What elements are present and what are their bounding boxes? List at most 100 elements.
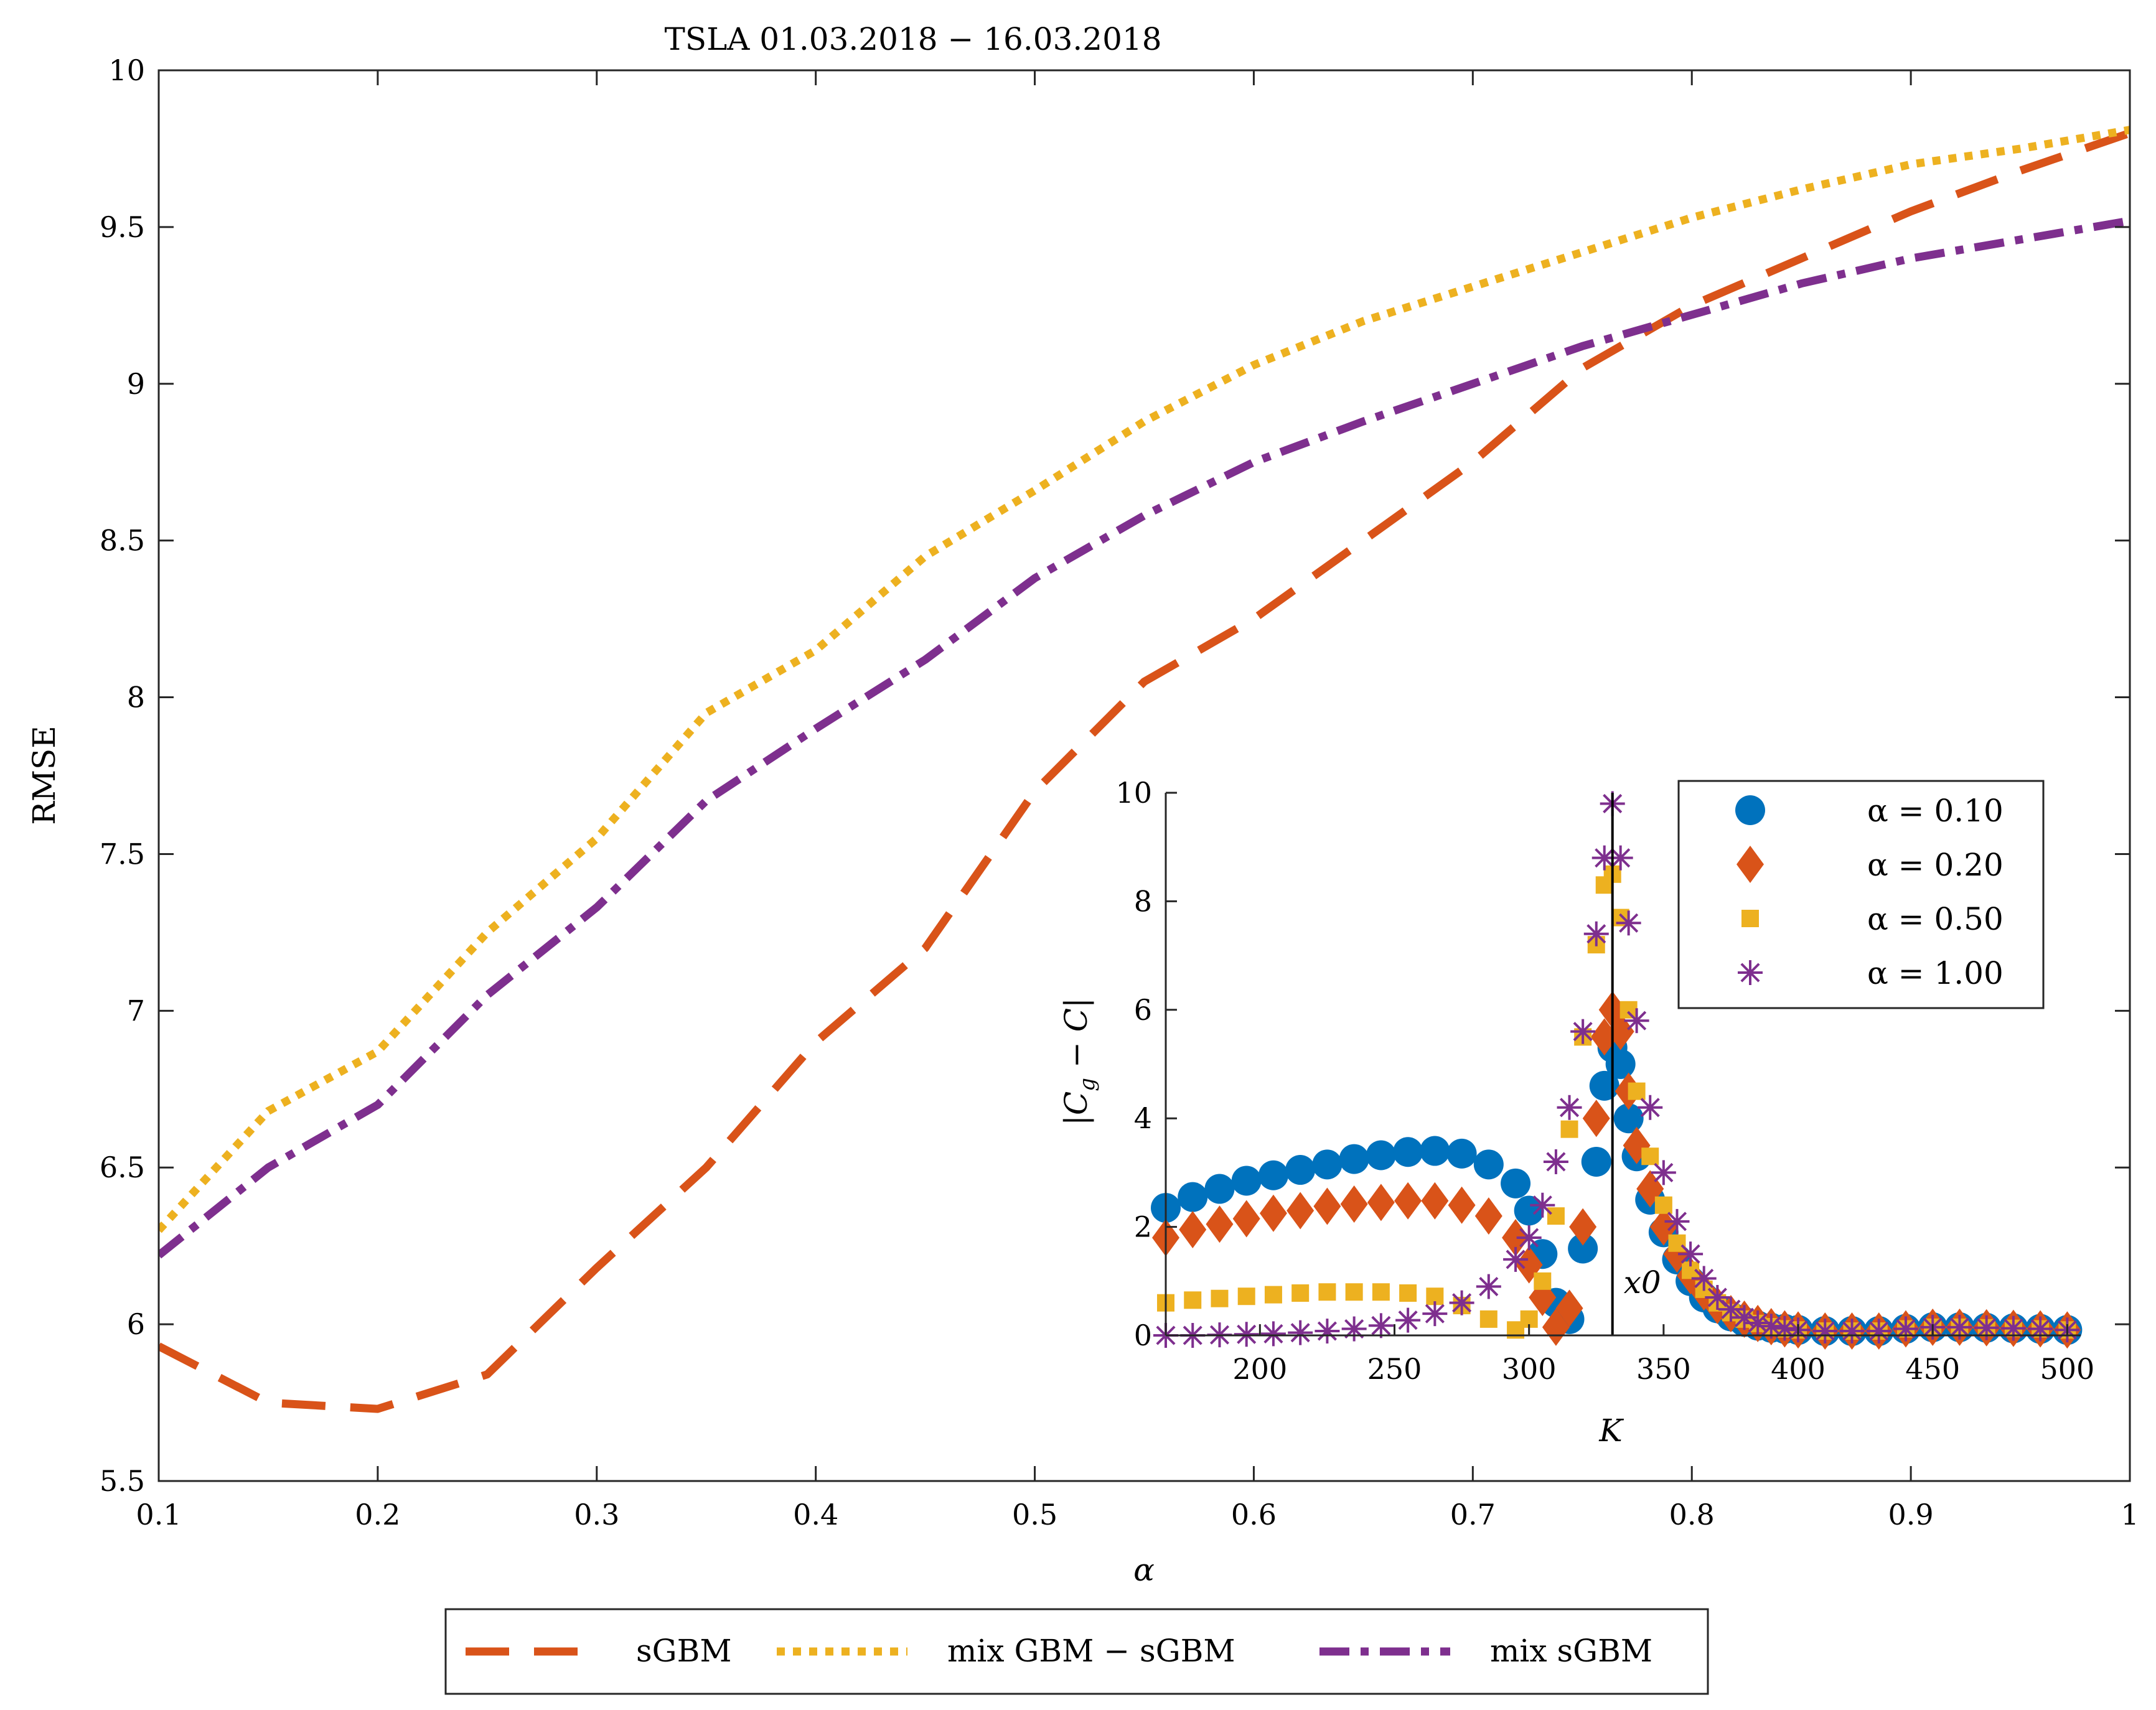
point-alpha-100	[1570, 1019, 1596, 1044]
point-alpha-100	[1772, 1315, 1797, 1341]
inset-y-axis-label: |Cg − C|	[1058, 997, 1100, 1126]
inset-chart: x0 200 250 300 350 400 450 500 0 2 4 6 8 10 K |Cg −…	[1058, 776, 2094, 1449]
point-alpha-100	[1947, 1314, 1972, 1340]
point-alpha-010	[1605, 1049, 1636, 1079]
point-alpha-020	[1340, 1185, 1368, 1223]
inset-legend-circle-marker	[1735, 795, 1765, 825]
point-alpha-050	[1668, 1234, 1686, 1252]
point-alpha-020	[1582, 1100, 1610, 1138]
main-plot-frame	[157, 69, 2131, 1482]
point-alpha-100	[1315, 1319, 1340, 1344]
main-y-tick-label: 9	[127, 367, 145, 401]
point-alpha-100	[1812, 1319, 1838, 1344]
inset-y-tick-label: 8	[1134, 884, 1152, 918]
point-alpha-020	[1179, 1210, 1207, 1248]
point-alpha-020	[1474, 1197, 1502, 1235]
main-y-tick-label: 7	[127, 994, 145, 1027]
point-alpha-100	[1288, 1320, 1313, 1345]
point-alpha-050	[1479, 1310, 1497, 1328]
main-series-group	[159, 126, 2130, 1413]
point-alpha-020	[1394, 1182, 1422, 1220]
point-alpha-010	[1339, 1144, 1369, 1174]
point-alpha-020	[1313, 1187, 1341, 1225]
point-alpha-020	[1206, 1205, 1234, 1243]
main-y-tick-label: 10	[108, 54, 145, 87]
inset-x-tick-label: 450	[1905, 1352, 1960, 1386]
main-chart: TSLA 01.03.2018 − 16.03.2018 0.1 0.2 0.3 0.…	[26, 21, 2139, 1588]
main-x-tick-label: 0.8	[1669, 1498, 1715, 1531]
point-alpha-050	[1560, 1120, 1578, 1138]
inset-x-axis: 200 250 300 350 400 450 500	[1232, 1324, 2094, 1386]
point-alpha-100	[1691, 1266, 1717, 1291]
point-alpha-100	[2028, 1316, 2053, 1342]
point-alpha-050	[1534, 1272, 1552, 1290]
main-chart-title: TSLA 01.03.2018 − 16.03.2018	[664, 21, 1161, 57]
point-alpha-050	[1264, 1286, 1282, 1304]
x0-reference-label: x0	[1624, 1264, 1661, 1301]
inset-legend-alpha-050: α = 0.50	[1867, 901, 2004, 937]
point-alpha-020	[1502, 1219, 1530, 1257]
point-alpha-100	[1758, 1314, 1784, 1339]
point-alpha-100	[1839, 1319, 1865, 1344]
point-alpha-010	[1258, 1160, 1288, 1190]
point-alpha-100	[1395, 1307, 1421, 1333]
point-alpha-100	[1893, 1316, 1918, 1342]
point-alpha-050	[1237, 1287, 1255, 1306]
inset-x-tick-label: 500	[2040, 1352, 2094, 1386]
main-y-tick-label: 6	[127, 1307, 145, 1341]
inset-x-tick-label: 250	[1367, 1352, 1422, 1386]
point-alpha-100	[1608, 845, 1633, 871]
main-x-tick-label: 0.6	[1231, 1498, 1277, 1531]
point-alpha-010	[1446, 1138, 1477, 1169]
point-alpha-100	[1368, 1313, 1394, 1339]
main-y-tick-label: 9.5	[100, 210, 145, 244]
point-alpha-100	[2000, 1315, 2026, 1341]
main-legend: sGBM mix GBM − sGBM mix sGBM	[444, 1608, 1709, 1695]
point-alpha-010	[1393, 1137, 1423, 1167]
point-alpha-100	[1476, 1274, 1501, 1299]
main-x-tick-label: 0.2	[355, 1498, 400, 1531]
series-line-mix-sgbm	[159, 217, 2130, 1259]
x0-label-text: x0	[1624, 1264, 1661, 1301]
point-alpha-020	[1569, 1208, 1597, 1246]
inset-y-tick-label: 6	[1134, 993, 1152, 1027]
inset-legend-alpha-020: α = 0.20	[1867, 847, 2004, 883]
main-x-axis-label: α	[1133, 1552, 1155, 1588]
point-alpha-050	[1654, 1196, 1672, 1214]
point-alpha-010	[1231, 1166, 1262, 1196]
point-alpha-010	[1178, 1182, 1208, 1212]
inset-y-tick-label: 4	[1134, 1101, 1152, 1135]
main-x-tick-label: 0.9	[1888, 1498, 1934, 1531]
point-alpha-010	[1568, 1233, 1598, 1264]
point-alpha-050	[1211, 1289, 1229, 1307]
legend-marker-alpha-020	[1737, 846, 1764, 883]
main-x-tick-label: 1	[2121, 1498, 2139, 1531]
legend-mix-sgbm-label: mix sGBM	[1490, 1633, 1652, 1669]
point-alpha-100	[1616, 910, 1641, 936]
point-alpha-100	[1557, 1095, 1582, 1120]
point-alpha-010	[1312, 1149, 1343, 1180]
inset-y-tick-label: 0	[1134, 1319, 1152, 1352]
inset-x-tick-label: 400	[1771, 1352, 1826, 1386]
point-alpha-050	[1291, 1284, 1310, 1302]
point-alpha-100	[1449, 1290, 1474, 1315]
inset-x-tick-label: 350	[1636, 1352, 1691, 1386]
legend-marker-alpha-010	[1735, 795, 1765, 825]
inset-legend-alpha-010: α = 0.10	[1867, 793, 2004, 829]
point-alpha-020	[1232, 1200, 1260, 1238]
point-alpha-050	[1547, 1207, 1565, 1225]
point-alpha-010	[1501, 1168, 1531, 1198]
main-y-tick-label: 8	[127, 681, 145, 714]
point-alpha-020	[1421, 1182, 1449, 1220]
point-alpha-100	[1624, 1008, 1649, 1034]
point-alpha-020	[1259, 1194, 1287, 1232]
main-y-axis-label: RMSE	[26, 726, 62, 825]
point-alpha-100	[1422, 1301, 1448, 1327]
point-alpha-050	[1399, 1284, 1417, 1302]
point-alpha-010	[1514, 1195, 1544, 1226]
point-alpha-100	[1260, 1321, 1286, 1347]
point-alpha-050	[1318, 1283, 1336, 1301]
point-alpha-050	[1628, 1082, 1646, 1100]
point-alpha-010	[1366, 1140, 1396, 1170]
